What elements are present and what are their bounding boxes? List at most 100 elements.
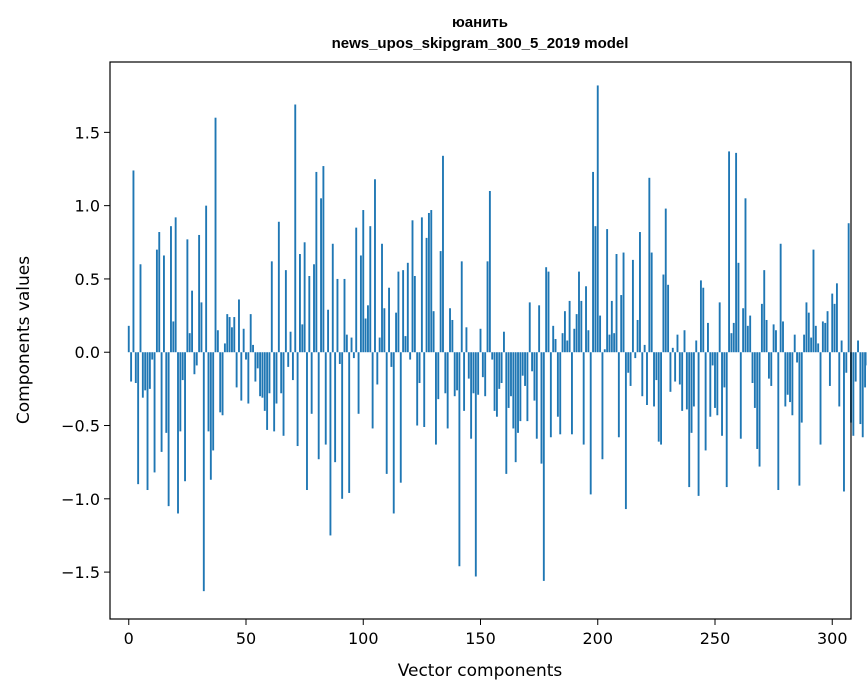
bar <box>563 311 566 353</box>
y-axis-ticks: −1.5 −1.0 −0.5 0.0 0.5 1.0 1.5 <box>61 123 110 582</box>
bar <box>636 319 639 353</box>
y-tick-label: −1.0 <box>61 490 100 509</box>
bar <box>474 352 477 577</box>
bar <box>660 352 662 445</box>
bar <box>568 300 571 353</box>
bar <box>207 352 210 432</box>
bar <box>669 352 672 392</box>
bar <box>716 352 719 416</box>
bar <box>416 352 419 426</box>
bar <box>216 330 219 353</box>
bar <box>674 352 677 382</box>
bar <box>437 352 440 400</box>
bar <box>854 352 857 382</box>
bar <box>641 352 644 397</box>
bar <box>167 352 170 507</box>
bar <box>444 352 447 394</box>
y-tick-label: 1.5 <box>75 123 100 142</box>
bar <box>336 278 339 353</box>
bar <box>186 239 189 353</box>
bar <box>695 340 698 353</box>
bar <box>814 325 817 353</box>
bar <box>402 270 405 353</box>
bar <box>418 352 421 384</box>
bar <box>826 311 829 353</box>
bar <box>622 252 625 353</box>
bar <box>460 261 463 353</box>
bar <box>388 287 390 353</box>
bar <box>864 352 867 388</box>
bar <box>807 312 810 353</box>
bar <box>287 352 290 367</box>
bar <box>857 340 859 353</box>
bar <box>163 255 165 353</box>
bar <box>200 302 203 353</box>
bar <box>289 331 292 353</box>
bar <box>338 352 341 364</box>
bar <box>359 255 362 353</box>
bar <box>317 352 320 460</box>
bar <box>538 305 541 353</box>
bar <box>512 352 515 429</box>
bar <box>221 352 224 416</box>
bar <box>430 210 433 353</box>
bar <box>617 352 620 438</box>
bar <box>817 343 820 353</box>
bar <box>714 352 716 408</box>
bar <box>160 352 163 452</box>
bar <box>277 221 280 353</box>
bar <box>195 352 198 366</box>
bar <box>554 339 557 353</box>
bar <box>467 352 470 379</box>
bar <box>331 243 334 353</box>
bar <box>282 352 285 436</box>
bar <box>681 352 684 411</box>
bar <box>524 352 526 386</box>
bar <box>322 166 325 353</box>
bar <box>399 352 402 483</box>
bar <box>615 254 618 353</box>
bar <box>643 344 646 353</box>
bar <box>214 117 217 353</box>
bar <box>728 151 731 353</box>
bar <box>240 352 243 401</box>
bar <box>453 352 456 397</box>
bar <box>667 284 670 353</box>
bar <box>657 352 660 442</box>
bar <box>763 270 766 353</box>
bar <box>404 336 407 353</box>
bar <box>821 321 824 353</box>
bar <box>406 262 409 353</box>
bar <box>578 271 580 353</box>
bar <box>158 232 161 353</box>
bar <box>439 251 442 353</box>
bar <box>587 330 590 353</box>
bar <box>355 227 358 353</box>
bar <box>758 352 761 467</box>
bar <box>390 352 393 367</box>
bar <box>362 210 365 353</box>
bar <box>493 352 496 411</box>
x-axis-ticks: 0 50 100 150 200 250 300 <box>124 619 848 648</box>
x-tick-label: 50 <box>236 629 256 648</box>
bar <box>367 305 369 353</box>
bar <box>491 352 494 360</box>
bar <box>549 352 552 438</box>
bar <box>852 352 855 436</box>
bar <box>556 352 559 417</box>
bar <box>397 271 400 353</box>
bar <box>610 300 613 353</box>
bar <box>531 352 534 372</box>
bar <box>132 170 135 353</box>
bar <box>760 303 763 353</box>
bar <box>861 352 864 438</box>
bar <box>737 262 740 353</box>
bar <box>718 302 721 353</box>
bar <box>707 322 709 353</box>
bar <box>655 352 658 381</box>
bar <box>775 330 777 353</box>
x-axis-label: Vector components <box>398 661 563 681</box>
bar <box>294 104 297 353</box>
bar <box>181 352 184 381</box>
bar <box>542 352 545 581</box>
